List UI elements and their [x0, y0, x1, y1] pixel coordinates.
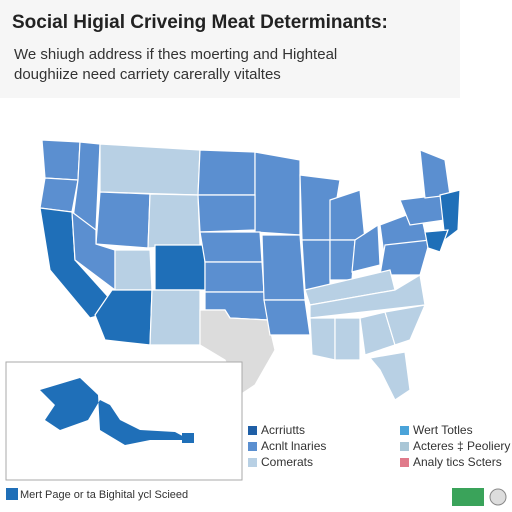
- legend-swatch: [400, 426, 409, 435]
- state: [329, 239, 356, 281]
- state: [419, 149, 451, 199]
- state: [154, 244, 206, 291]
- state: [95, 191, 151, 249]
- state: [439, 189, 461, 242]
- state: [263, 299, 311, 336]
- state: [41, 139, 81, 181]
- state: [424, 229, 449, 253]
- state: [384, 304, 426, 346]
- state: [334, 317, 361, 361]
- state: [39, 177, 79, 213]
- legend-label: Comerats: [261, 455, 313, 469]
- badge: [489, 488, 507, 506]
- inset-frame: [5, 361, 243, 481]
- legend-label: Acnlt lnaries: [261, 439, 326, 453]
- state: [309, 274, 426, 319]
- state: [368, 351, 411, 401]
- legend-swatch: [248, 426, 257, 435]
- footer: Mert Page or ta Bighital ycl Scieed: [20, 489, 189, 501]
- state: [199, 309, 276, 396]
- header: Social Higial Criveing Meat Determinants…: [0, 0, 460, 98]
- state: [114, 249, 153, 291]
- state: [204, 261, 265, 293]
- alaska: [40, 378, 190, 445]
- legend-label: Wert Totles: [413, 423, 473, 437]
- footer-icon: [6, 488, 18, 500]
- legend-label: Analy tics Scters: [413, 455, 502, 469]
- legend-swatch: [400, 458, 409, 467]
- subtitle: doughiize need carriety carerally vitalt…: [14, 66, 281, 83]
- legend-swatch: [400, 442, 409, 451]
- legend-label: Acteres ‡ Peoliery: [413, 439, 510, 453]
- state: [197, 194, 256, 233]
- state: [149, 289, 201, 346]
- island: [182, 433, 194, 443]
- legend-label: Acrriutts: [261, 423, 305, 437]
- state: [379, 239, 431, 276]
- title: Social Higial Criveing Meat Determinants…: [12, 12, 388, 33]
- legend-swatch: [248, 458, 257, 467]
- state: [301, 239, 331, 291]
- state: [309, 317, 336, 361]
- state: [254, 151, 301, 236]
- subtitle: We shiugh address if thes moerting and H…: [14, 46, 338, 63]
- legend-swatch: [248, 442, 257, 451]
- state: [147, 193, 201, 249]
- state: [351, 223, 381, 273]
- state: [197, 149, 256, 196]
- state: [99, 143, 201, 196]
- state: [94, 289, 153, 346]
- state: [199, 231, 263, 263]
- badge: [452, 488, 484, 506]
- state: [261, 234, 306, 301]
